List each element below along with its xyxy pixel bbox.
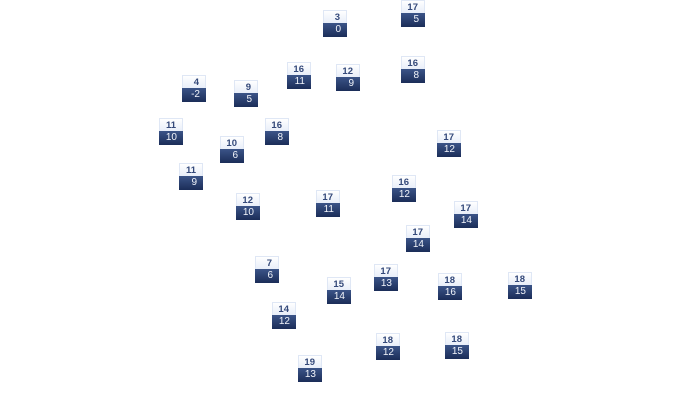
tile-bottom-value: 14 [454, 214, 478, 228]
tile-top-value: 16 [265, 118, 289, 131]
value-tile: 18 16 [438, 273, 462, 301]
value-tile: 16 12 [392, 175, 416, 203]
tile-top-value: 12 [336, 64, 360, 77]
value-tile: 17 11 [316, 190, 340, 218]
value-tile: 16 8 [401, 56, 425, 84]
tile-top-value: 18 [445, 332, 469, 345]
tile-bottom-value: 12 [392, 188, 416, 202]
tile-top-value: 17 [374, 264, 398, 277]
tile-bottom-value: 9 [179, 176, 203, 190]
tile-bottom-value: 12 [376, 346, 400, 360]
value-tile: 4 -2 [182, 75, 206, 103]
tile-bottom-value: 8 [401, 69, 425, 83]
tile-bottom-value: 6 [255, 269, 279, 283]
tile-top-value: 18 [376, 333, 400, 346]
tile-bottom-value: 12 [272, 315, 296, 329]
value-tile: 12 9 [336, 64, 360, 92]
tile-top-value: 16 [392, 175, 416, 188]
tile-bottom-value: 10 [159, 131, 183, 145]
tile-top-value: 17 [316, 190, 340, 203]
tile-bottom-value: 16 [438, 286, 462, 300]
value-tile: 18 15 [508, 272, 532, 300]
tile-top-value: 3 [323, 10, 347, 23]
value-tile: 17 12 [437, 130, 461, 158]
tile-top-value: 4 [182, 75, 206, 88]
tile-top-value: 11 [159, 118, 183, 131]
tile-bottom-value: 11 [316, 203, 340, 217]
tile-bottom-value: 12 [437, 143, 461, 157]
value-tile: 17 14 [406, 225, 430, 253]
tile-bottom-value: 11 [287, 75, 311, 89]
tile-bottom-value: 13 [374, 277, 398, 291]
tile-top-value: 19 [298, 355, 322, 368]
tile-top-value: 18 [508, 272, 532, 285]
tile-top-value: 17 [437, 130, 461, 143]
value-tile: 11 9 [179, 163, 203, 191]
value-tile: 16 11 [287, 62, 311, 90]
value-tile: 19 13 [298, 355, 322, 383]
tile-bottom-value: 15 [508, 285, 532, 299]
tile-bottom-value: 13 [298, 368, 322, 382]
tile-bottom-value: 5 [401, 13, 425, 27]
value-tile: 16 8 [265, 118, 289, 146]
value-tile: 18 15 [445, 332, 469, 360]
value-tile: 10 6 [220, 136, 244, 164]
tile-bottom-value: 14 [327, 290, 351, 304]
tile-top-value: 16 [401, 56, 425, 69]
tile-bottom-value: 10 [236, 206, 260, 220]
tile-bottom-value: 15 [445, 345, 469, 359]
value-tile: 18 12 [376, 333, 400, 361]
tile-bottom-value: -2 [182, 88, 206, 102]
value-tile: 17 14 [454, 201, 478, 229]
tile-bottom-value: 9 [336, 77, 360, 91]
value-tile: 17 13 [374, 264, 398, 292]
value-tile: 11 10 [159, 118, 183, 146]
tile-top-value: 18 [438, 273, 462, 286]
tile-top-value: 11 [179, 163, 203, 176]
tile-bottom-value: 14 [406, 238, 430, 252]
tile-bottom-value: 8 [265, 131, 289, 145]
tile-bottom-value: 0 [323, 23, 347, 37]
value-tile: 12 10 [236, 193, 260, 221]
tile-top-value: 17 [401, 0, 425, 13]
tile-top-value: 7 [255, 256, 279, 269]
tile-top-value: 17 [454, 201, 478, 214]
tile-bottom-value: 5 [234, 93, 258, 107]
value-tile: 15 14 [327, 277, 351, 305]
tile-top-value: 12 [236, 193, 260, 206]
tile-top-value: 16 [287, 62, 311, 75]
value-tile: 17 5 [401, 0, 425, 28]
value-tile: 14 12 [272, 302, 296, 330]
tile-top-value: 9 [234, 80, 258, 93]
tile-top-value: 14 [272, 302, 296, 315]
tile-top-value: 10 [220, 136, 244, 149]
tile-bottom-value: 6 [220, 149, 244, 163]
tile-top-value: 15 [327, 277, 351, 290]
tile-top-value: 17 [406, 225, 430, 238]
